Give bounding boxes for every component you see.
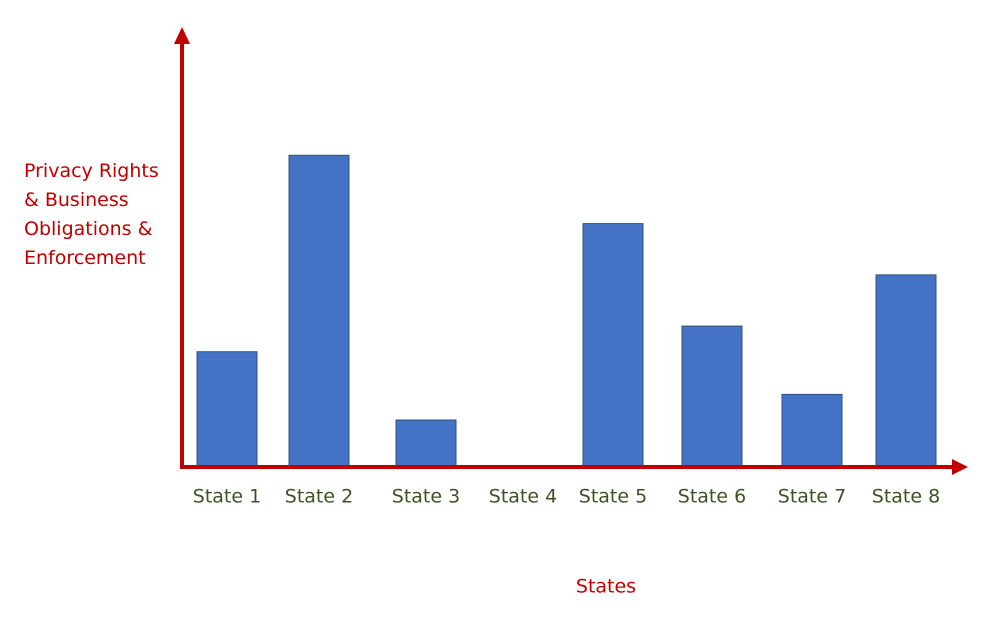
x-axis-label: States — [576, 576, 636, 598]
bar — [681, 325, 743, 468]
x-tick-label: State 1 — [193, 486, 261, 508]
y-axis-label: Privacy Rights & Business Obligations & … — [24, 160, 159, 269]
x-tick-label: State 2 — [285, 486, 353, 508]
bar — [781, 393, 843, 468]
x-tick-label: State 7 — [778, 486, 846, 508]
x-tick-label: State 3 — [392, 486, 460, 508]
x-axis-arrow — [952, 459, 968, 475]
bar — [582, 223, 644, 468]
bar — [875, 274, 937, 468]
bar — [395, 419, 457, 468]
x-tick-label: State 5 — [579, 486, 647, 508]
y-axis-arrow — [174, 27, 190, 44]
x-tick-label: State 6 — [678, 486, 746, 508]
bar — [288, 154, 350, 468]
x-tick-label: State 8 — [872, 486, 940, 508]
bar — [196, 351, 258, 468]
x-tick-label: State 4 — [489, 486, 557, 508]
